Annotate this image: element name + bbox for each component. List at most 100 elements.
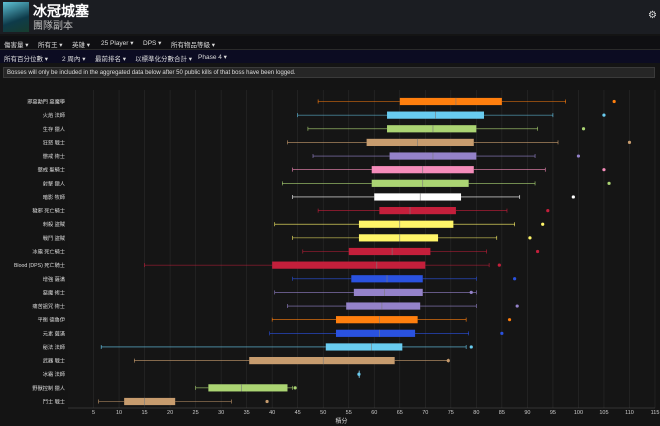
outlier-point [515,304,519,308]
x-tick-label: 15 [142,410,148,416]
x-tick-label: 55 [346,410,352,416]
row-label: 冰霜 法師 [43,370,65,378]
box [208,384,288,392]
outlier-point [627,140,632,145]
page-title: 冰冠城塞 [33,3,89,19]
box [371,179,469,187]
filter-role[interactable]: DPS ▾ [143,40,162,47]
x-tick-label: 50 [320,410,326,416]
outlier-point [497,263,501,267]
row-label: 增強 薩滿 [43,275,65,283]
outlier-point [541,222,545,226]
outlier-point [357,372,361,376]
x-tick-label: 110 [625,410,634,416]
row-label: 暗影 牧師 [43,193,65,201]
outlier-point [500,331,504,335]
row-label: 痛苦詛咒 術士 [32,302,65,310]
outlier-point [513,277,517,281]
row-label: 狂怒 戰士 [43,138,65,146]
x-tick-label: 45 [295,410,301,416]
x-tick-label: 90 [524,410,530,416]
outlier-point [528,236,532,240]
x-tick-label: 65 [397,410,403,416]
outlier-point [602,113,606,117]
row-label: 懲戒 術士 [43,152,65,160]
outlier-point [581,127,586,131]
filter-difficulty[interactable]: 英雄 ▾ [72,42,91,49]
row-label: 射擊 獵人 [43,179,65,187]
row-label: 鬥士 戰士 [43,398,65,406]
filter-timeframe[interactable]: 2 周內 ▾ [62,56,86,63]
row-label: 懲戒 聖騎士 [38,166,65,174]
box [124,397,176,406]
x-tick-label: 115 [651,410,660,416]
page-subtitle: 團隊副本 [33,21,73,32]
x-tick-label: 80 [473,410,479,416]
row-label: 穢邪 死亡騎士 [32,207,65,215]
row-label: 火焰 法師 [43,111,65,119]
filter-size[interactable]: 25 Player ▾ [101,40,134,47]
filter-item-level[interactable]: 所有物品等級 ▾ [171,42,216,49]
x-tick-label: 25 [193,410,199,416]
filter-ranking[interactable]: 最前排名 ▾ [95,56,127,63]
raid-logo [3,2,29,32]
box [249,356,395,365]
outlier-point [546,208,550,213]
outlier-point [576,154,581,158]
box [387,125,477,133]
row-label: 刺殺 盜賊 [43,220,66,228]
outlier-point [607,181,611,185]
outlier-point [602,168,606,172]
outlier-point [469,345,473,349]
outlier-point [293,386,297,390]
box [335,316,418,324]
x-tick-label: 30 [218,410,224,416]
box [272,261,426,269]
x-tick-label: 70 [422,410,428,416]
box [379,206,456,215]
row-label: 邪惡勳門 惡魔學 [27,98,65,106]
filter-phase[interactable]: Phase 4 ▾ [198,54,227,61]
filter-boss[interactable]: 所有王 ▾ [38,42,63,49]
x-tick-label: 105 [599,410,608,416]
row-label: 平衡 德魯伊 [38,316,65,324]
row-label: 生存 獵人 [43,125,65,133]
box [374,193,462,201]
x-tick-label: 100 [574,410,583,416]
gear-icon[interactable]: ⚙ [648,10,657,21]
secondary-filter-bar: 所有百分位數 ▾ 2 周內 ▾ 最前排名 ▾ 以標準化分數合計 ▾ Phase … [0,50,660,63]
box [325,343,403,351]
x-axis-label: 積分 [335,417,347,425]
box [358,220,454,228]
row-label: 野獸控制 獵人 [32,384,65,392]
x-tick-label: 95 [550,410,556,416]
outlier-point [469,290,473,295]
row-label: 冰霜 死亡騎士 [32,248,65,256]
outlier-point [571,195,575,199]
x-tick-label: 60 [371,410,377,416]
row-label: 秘法 法師 [43,343,65,351]
filter-percentile[interactable]: 所有百分位數 ▾ [4,56,49,63]
filter-metric[interactable]: 傷害量 ▾ [4,42,29,49]
row-label: 武器 戰士 [43,357,65,365]
box [348,247,431,256]
x-tick-label: 40 [269,410,275,416]
outlier-point [446,358,450,363]
header-bar: 冰冠城塞 團隊副本 ⚙ [0,0,660,34]
row-label: Blood (DPS) 死亡騎士 [14,261,65,269]
box [353,288,423,297]
filter-scoring[interactable]: 以標準化分數合計 ▾ [135,56,193,63]
box [335,329,416,337]
x-tick-label: 20 [167,410,173,416]
x-tick-label: 35 [244,410,250,416]
outlier-point [536,249,540,254]
notice-banner: Bosses will only be included in the aggr… [3,67,655,78]
outlier-point [612,99,616,104]
outlier-point [265,399,269,404]
primary-filter-bar: 傷害量 ▾ 所有王 ▾ 英雄 ▾ 25 Player ▾ DPS ▾ 所有物品等… [0,36,660,50]
x-tick-label: 5 [92,410,95,416]
row-label: 元素 薩滿 [43,329,65,337]
box [399,97,502,106]
row-label: 戰鬥 盜賊 [43,234,66,242]
